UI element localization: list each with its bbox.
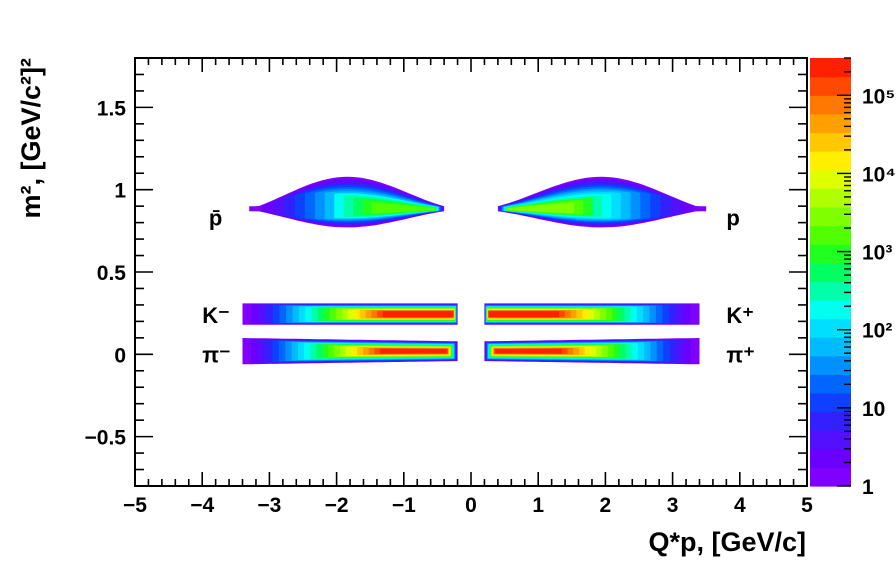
x-tick-label: 3: [667, 494, 679, 517]
particle-annotations: p̄ p K⁻ K⁺ π⁻ π⁺: [202, 206, 755, 368]
colorbar-swatch: [810, 132, 851, 152]
colorbar-swatch: [810, 244, 851, 264]
axis-ticks: [134, 57, 808, 487]
colorbar-swatch: [810, 76, 851, 96]
colorbar-swatch: [810, 188, 851, 208]
band-p: [497, 176, 707, 228]
y-tick-label: 1.5: [97, 97, 127, 120]
x-tick-label: 2: [600, 494, 612, 517]
colorbar-swatch: [810, 355, 851, 375]
colorbar-swatch: [810, 430, 851, 450]
band-contour: [382, 311, 454, 318]
particle-label: π⁺: [726, 342, 754, 367]
x-axis-title: Q*p, [GeV/c]: [648, 527, 806, 557]
heatmap-bands: [242, 176, 707, 365]
particle-label: p̄: [209, 206, 222, 231]
y-tick-label: −0.5: [85, 427, 127, 450]
colorbar: [810, 57, 851, 487]
band-contour: [494, 348, 562, 354]
colorbar-swatch: [810, 169, 851, 189]
colorbar-label: 10³: [862, 242, 892, 265]
y-tick-labels: −0.5 0 0.5 1 1.5: [85, 97, 127, 449]
colorbar-swatch: [810, 113, 851, 134]
band-contour: [488, 311, 560, 318]
colorbar-swatch: [810, 318, 851, 338]
colorbar-label: 10⁵: [862, 85, 895, 108]
colorbar-swatch: [810, 467, 851, 487]
x-tick-label: 1: [532, 494, 544, 517]
colorbar-label: 10⁴: [862, 163, 896, 186]
colorbar-swatch: [810, 374, 851, 394]
colorbar-swatch: [810, 95, 851, 115]
colorbar-swatch: [810, 262, 851, 282]
colorbar-swatch: [810, 58, 851, 78]
particle-label: K⁻: [202, 303, 230, 328]
colorbar-label: 10²: [862, 320, 892, 343]
colorbar-swatch: [810, 206, 851, 227]
particle-label: p: [726, 206, 739, 231]
band-piplus: [484, 338, 700, 365]
x-tick-labels: −5 −4 −3 −2 −1 0 1 2 3 4 5: [123, 494, 813, 517]
colorbar-swatch: [810, 337, 851, 357]
y-tick-label: 0: [114, 344, 126, 367]
y-axis-title: m², [GeV/c²]²: [16, 58, 46, 219]
particle-label: K⁺: [726, 303, 754, 328]
y-tick-label: 0.5: [97, 262, 127, 285]
y-tick-label: 1: [114, 180, 126, 203]
colorbar-swatch: [810, 281, 851, 301]
colorbar-swatch: [810, 448, 851, 468]
band-Kplus: [484, 303, 700, 325]
x-tick-label: −5: [123, 494, 147, 517]
band-Kminus: [242, 303, 458, 325]
band-piminus: [242, 338, 458, 365]
band-contour: [380, 348, 448, 354]
colorbar-label: 1: [862, 476, 874, 499]
colorbar-swatch: [810, 151, 851, 171]
x-tick-label: −4: [190, 494, 214, 517]
x-tick-label: −2: [325, 494, 349, 517]
x-tick-label: 0: [465, 494, 477, 517]
colorbar-label: 10: [862, 398, 885, 421]
x-tick-label: 5: [801, 494, 813, 517]
colorbar-tick-labels: 1 10 10² 10³ 10⁴ 10⁵: [862, 85, 896, 499]
x-tick-label: −3: [257, 494, 281, 517]
plot-frame: [134, 57, 808, 487]
band-contour: [371, 202, 436, 214]
band-contour: [507, 202, 574, 214]
x-tick-label: −1: [392, 494, 416, 517]
colorbar-swatch: [810, 392, 851, 413]
colorbar-swatch: [810, 299, 851, 320]
colorbar-swatch: [810, 411, 851, 431]
plot-background: [135, 58, 807, 486]
x-tick-label: 4: [734, 494, 746, 517]
colorbar-swatch: [810, 225, 851, 245]
band-pbar: [249, 176, 445, 228]
particle-label: π⁻: [202, 342, 230, 367]
